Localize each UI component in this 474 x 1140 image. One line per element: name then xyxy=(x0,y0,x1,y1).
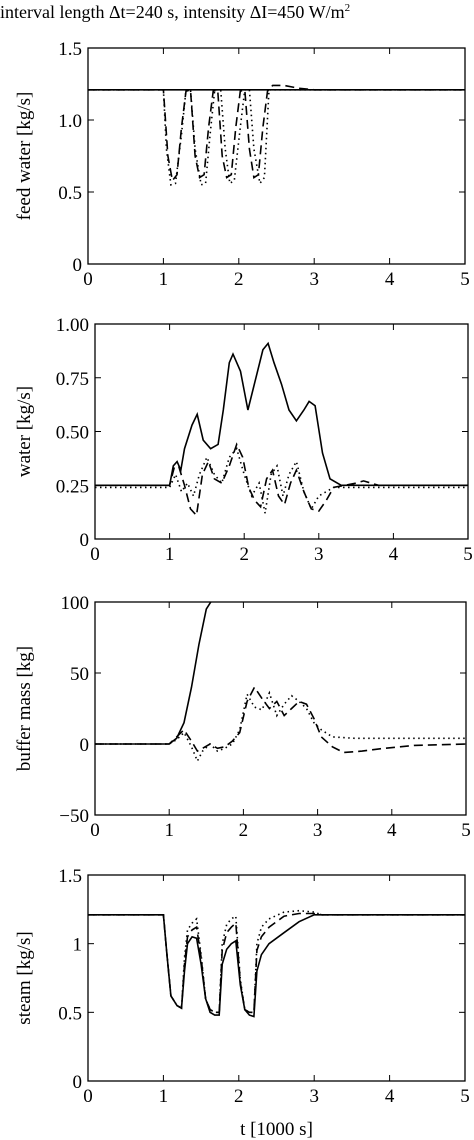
panel-4-ytick-label: 0.5 xyxy=(58,1003,82,1024)
panel-2-xtick-label: 2 xyxy=(239,544,249,565)
panel-1-xtick-label: 5 xyxy=(460,269,470,290)
panel-2-ytick-label: 0.75 xyxy=(56,369,89,390)
panel-3-series-dashed xyxy=(95,685,466,754)
panel-3-xtick-label: 1 xyxy=(164,820,174,841)
panel-4-xtick-label: 4 xyxy=(385,1086,395,1107)
figure-title-text: interval length Δt=240 s, intensity ΔI=4… xyxy=(0,2,345,22)
panel-1-xtick-label: 1 xyxy=(159,269,169,290)
panel-2-series-solid xyxy=(95,341,468,487)
panel-2-ytick-label: 0.50 xyxy=(56,423,89,444)
panel-3-ylabel: buffer mass [kg] xyxy=(14,646,35,771)
panel-3-ytick-label: 50 xyxy=(70,664,89,685)
panel-3-ytick-label: −50 xyxy=(59,806,89,827)
panel-4-ytick-label: 0 xyxy=(73,1072,83,1093)
panel-2-ylabel: water [kg/s] xyxy=(14,386,35,477)
panel-4-xtick-label: 5 xyxy=(460,1086,470,1107)
panel-4-series-solid xyxy=(88,914,465,1018)
panel-3-xtick-label: 5 xyxy=(461,820,471,841)
panel-1-ylabel: feed water [kg/s] xyxy=(14,92,35,221)
panel-1-ytick-label: 1.0 xyxy=(58,111,82,132)
panel-4-xtick-label: 2 xyxy=(234,1086,244,1107)
panel-1-xtick-label: 2 xyxy=(234,269,244,290)
figure-title: interval length Δt=240 s, intensity ΔI=4… xyxy=(0,2,474,23)
panel-1-xtick-label: 0 xyxy=(83,269,93,290)
panel-3-xtick-label: 3 xyxy=(313,820,323,841)
panel-2-xtick-label: 3 xyxy=(314,544,324,565)
panel-4-ylabel: steam [kg/s] xyxy=(14,931,35,1024)
panel-2-xtick-label: 1 xyxy=(165,544,175,565)
panel-1-ytick-label: 0 xyxy=(73,255,83,276)
panel-2-frame xyxy=(94,323,469,540)
panel-4: 0 1 2 3 4 5 0 0.5 1 1.5 steam [kg/s] t [1000 s] xyxy=(14,866,470,1140)
panel-4-ytick-label: 1 xyxy=(73,935,83,956)
panel-3-xtick-label: 4 xyxy=(387,820,397,841)
panel-2-xtick-label: 0 xyxy=(90,544,100,565)
panel-4-frame xyxy=(87,874,466,1082)
panel-4-xtick-label: 0 xyxy=(83,1086,93,1107)
panel-4-xtick-label: 3 xyxy=(309,1086,319,1107)
panel-1: 0 1 2 3 4 5 0 0.5 1.0 1.5 feed water [kg/s] xyxy=(14,39,470,290)
panel-3-xtick-label: 0 xyxy=(90,820,100,841)
panel-1-ytick-label: 0.5 xyxy=(58,183,82,204)
panel-3-series-dotted xyxy=(95,690,466,763)
panel-3-series-solid xyxy=(95,602,212,745)
panel-4-series-dotted xyxy=(88,909,465,1014)
panel-4-xtick-label: 1 xyxy=(159,1086,169,1107)
panel-2-xtick-label: 5 xyxy=(463,544,473,565)
panel-4-xlabel: t [1000 s] xyxy=(240,1119,313,1140)
panel-2-ytick-label: 0.25 xyxy=(56,476,89,497)
panel-1-xtick-label: 4 xyxy=(385,269,395,290)
panel-4-ytick-label: 1.5 xyxy=(58,866,82,887)
panel-2-series-dashed xyxy=(95,442,468,518)
panel-1-series-dashed xyxy=(88,84,465,183)
panel-1-ytick-label: 1.5 xyxy=(58,39,82,60)
panel-1-xtick-label: 3 xyxy=(309,269,319,290)
panel-1-series-dotted xyxy=(88,89,465,186)
panel-2-xtick-label: 4 xyxy=(389,544,399,565)
panel-3-xtick-label: 2 xyxy=(239,820,249,841)
panel-3-ytick-label: 0 xyxy=(80,735,90,756)
panel-3-frame xyxy=(94,601,467,816)
panel-3-ytick-label: 100 xyxy=(61,593,90,614)
panel-4-series-dashed xyxy=(88,912,465,1014)
panel-2-ytick-label: 1.00 xyxy=(56,315,89,336)
panel-1-frame xyxy=(87,47,466,265)
panel-2: 0 1 2 3 4 5 0 0.25 0.50 0.75 1.00 water [kg/s] xyxy=(14,315,473,565)
figure-title-superscript: 2 xyxy=(344,2,351,14)
panel-2-ytick-label: 0 xyxy=(80,530,90,551)
panel-2-series-dotted xyxy=(95,447,468,514)
